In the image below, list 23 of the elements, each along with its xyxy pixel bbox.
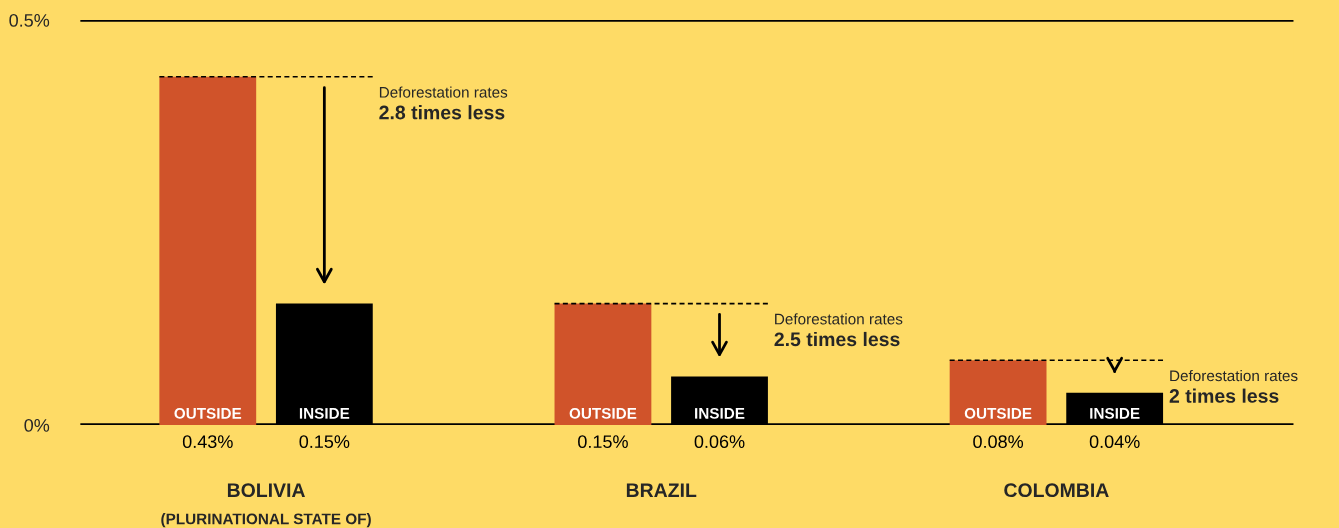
series-label: INSIDE bbox=[299, 407, 350, 419]
series-label: OUTSIDE bbox=[174, 407, 242, 419]
ref-line-label: Deforestation rates 2.5 times less bbox=[774, 313, 903, 347]
x-tick-label: COLOMBIA bbox=[1004, 483, 1109, 498]
y-tick-label: 0% bbox=[24, 418, 50, 432]
y-tick-label: 0.5% bbox=[9, 14, 50, 27]
data-label: 0.08% bbox=[973, 435, 1024, 449]
x-tick-label: BRAZIL bbox=[626, 483, 697, 497]
text: INSIDE bbox=[695, 407, 745, 419]
data-label: 0.06% bbox=[694, 435, 745, 449]
bar bbox=[159, 76, 257, 426]
ref-line-label: Deforestation rates 2.8 times less bbox=[379, 86, 508, 120]
x-tick-label: BOLIVIA (PLURINATIONAL STATE OF) bbox=[161, 483, 371, 528]
data-label: 0.04% bbox=[1089, 435, 1140, 449]
bar bbox=[949, 360, 1047, 426]
text: OUTSIDE bbox=[964, 407, 1032, 419]
data-label: 0.15% bbox=[299, 435, 350, 449]
data-label: 0.15% bbox=[578, 435, 628, 449]
ref-line-label: Deforestation rates 2 times less bbox=[1169, 369, 1298, 403]
text: OUTSIDE bbox=[569, 407, 637, 419]
data-label: 0.43% bbox=[182, 435, 233, 449]
bar bbox=[554, 303, 652, 426]
text: INSIDE bbox=[1090, 407, 1140, 419]
